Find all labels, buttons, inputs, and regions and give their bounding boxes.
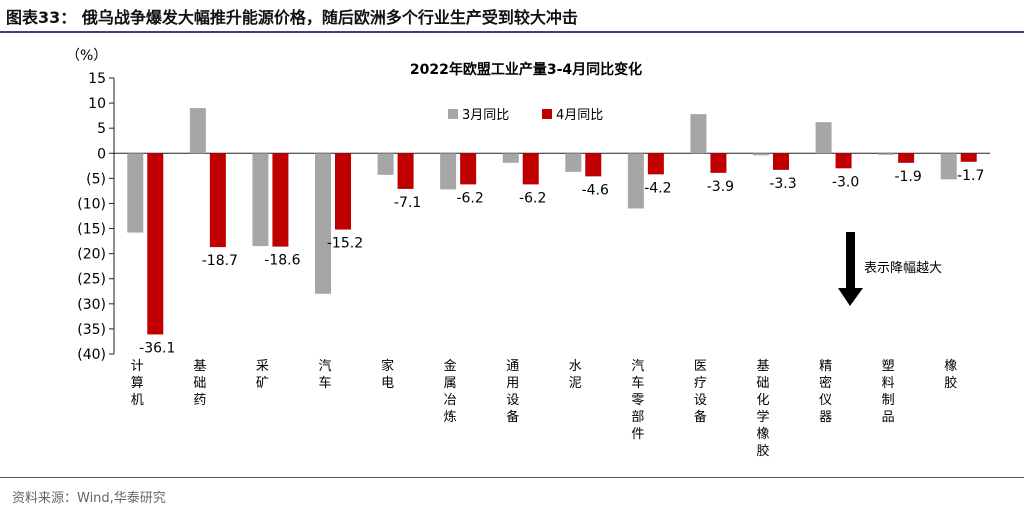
data-label-apr-9: -3.9 [707,179,734,195]
bar-apr-7 [585,153,602,177]
bar-apr-12 [898,153,915,163]
data-label-apr-8: -4.2 [644,180,671,196]
data-label-apr-6: -6.2 [519,190,546,206]
category-labels-group: 计算机 基础药 采矿 汽车 家电 金属冶炼 通用设备 水泥 汽车零部件 医疗设备 基础化学橡胶 精密仪… [131,358,957,459]
category-label-10: 基础化学橡胶 [756,359,769,459]
category-label-1: 基础药 [193,359,206,408]
y-tick-label: 15 [88,71,106,87]
bar-apr-4 [397,153,414,189]
y-tick-label: (40) [77,347,106,363]
y-unit-label: （%） [66,48,107,64]
y-tick-label: (35) [77,322,106,338]
down-arrow-shaft [846,232,855,288]
bar-mar-11 [815,122,832,154]
legend: 3月同比 4月同比 [448,108,603,123]
y-tick-label: 5 [97,121,106,137]
data-label-apr-2: -18.6 [264,253,300,269]
chart-title: 2022年欧盟工业产量3-4月同比变化 [410,61,642,78]
bar-mar-10 [753,153,769,156]
bar-apr-5 [460,153,477,185]
bar-mar-2 [252,153,269,247]
y-tick-label: 10 [88,96,106,112]
data-label-apr-10: -3.3 [769,176,796,192]
data-label-apr-1: -18.7 [202,253,238,269]
y-tick-label: (15) [77,222,106,238]
bar-apr-8 [647,153,664,175]
annotation-text: 表示降幅越大 [864,261,942,276]
category-label-2: 采矿 [256,359,269,391]
title-divider [0,31,1024,33]
category-label-3: 汽车 [318,359,331,391]
data-label-apr-5: -6.2 [456,190,483,206]
bar-apr-2 [272,153,289,247]
y-tick-label: (30) [77,297,106,313]
bar-mar-6 [502,153,519,163]
category-label-4: 家电 [381,358,394,391]
bar-apr-1 [209,153,226,248]
data-label-apr-13: -1.7 [957,168,984,184]
bar-chart: 2022年欧盟工业产量3-4月同比变化 （%） 15 10 5 0 (5) (10) (15… [66,48,990,459]
bar-apr-13 [960,153,977,162]
bar-apr-6 [522,153,539,185]
category-label-11: 精密仪器 [819,359,832,425]
bar-mar-12 [878,153,895,155]
y-tick-label: (5) [86,171,106,187]
data-label-apr-4: -7.1 [394,195,421,211]
legend-label-apr: 4月同比 [556,108,603,123]
bar-mar-1 [189,108,206,154]
category-label-13: 橡胶 [944,359,957,391]
figure-title: 图表33： 俄乌战争爆发大幅推升能源价格，随后欧洲多个行业生产受到较大冲击 [6,8,578,27]
legend-label-mar: 3月同比 [462,108,509,123]
legend-swatch-mar [448,109,458,119]
category-label-9: 医疗设备 [694,359,707,425]
category-label-0: 计算机 [131,359,144,408]
bar-apr-3 [335,153,351,230]
bar-mar-0 [127,153,144,233]
y-tick-label: (10) [77,196,106,212]
footer-divider [0,477,1024,478]
data-label-apr-3: -15.2 [327,236,363,252]
category-label-12: 塑料制品 [882,359,895,425]
bar-apr-10 [773,153,789,170]
category-label-5: 金属冶炼 [444,358,457,425]
y-tick-label: (20) [77,247,106,263]
bar-mar-13 [940,153,957,180]
bar-mar-4 [377,153,394,175]
y-tick-label: (25) [77,272,106,288]
data-label-apr-12: -1.9 [894,169,921,185]
bars-group [127,108,977,335]
data-label-apr-0: -36.1 [139,340,175,356]
annotation: 表示降幅越大 [838,232,942,306]
data-labels-group: -36.1 -18.7 -18.6 -15.2 -7.1 -6.2 -6.2 -4.6 -4.2… [139,168,984,357]
category-label-7: 水泥 [569,359,582,391]
bar-mar-7 [565,153,582,172]
bar-apr-11 [835,153,852,169]
y-tick-label: 0 [97,146,106,162]
category-label-8: 汽车零部件 [631,359,644,442]
data-label-apr-11: -3.0 [832,174,859,190]
data-label-apr-7: -4.6 [582,182,609,198]
bar-mar-9 [690,114,707,154]
down-arrow-icon [838,288,863,306]
bar-apr-9 [710,153,727,173]
legend-swatch-apr [542,109,552,119]
source-note: 资料来源：Wind,华泰研究 [12,491,166,506]
bar-mar-3 [315,153,331,294]
bar-mar-5 [440,153,457,190]
bar-mar-8 [627,153,644,209]
category-label-6: 通用设备 [506,359,519,425]
bar-apr-0 [147,153,164,335]
